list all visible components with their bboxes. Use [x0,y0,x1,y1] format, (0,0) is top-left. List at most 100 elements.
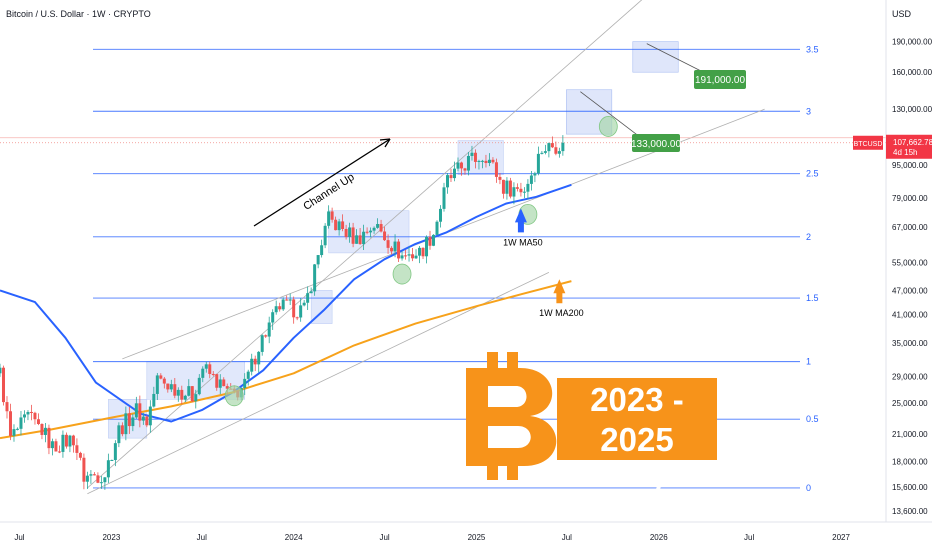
target-box [632,41,679,73]
candle-body [529,175,533,184]
candle-body [501,179,505,194]
time-tick-label: Jul [14,533,24,542]
candle-body [470,152,474,156]
candle-body [208,364,212,374]
candle-body [418,247,422,256]
candle-body [113,443,117,460]
candle-body [407,254,411,256]
price-tick-label: 160,000.00 [892,68,932,77]
candle-body [138,403,142,421]
time-tick-label: Jul [197,533,207,542]
price-tick-label: 29,000.00 [892,372,928,381]
candle-body [344,228,348,237]
price-tick-label: 15,600.00 [892,483,928,492]
candle-body [187,386,191,396]
candle-body [159,375,163,379]
price-tick-label: 95,000.00 [892,161,928,170]
touch-point [224,385,244,407]
candle-body [1,367,5,403]
candle-body [386,240,390,248]
candle-body [463,168,467,171]
target-connector-2 [646,43,704,73]
ma200-label: 1W MA200 [539,308,584,318]
channel-arrow-line [253,138,391,227]
candle-body [127,413,131,427]
fib-level-label: 3 [806,106,811,116]
price-tick-label: 41,000.00 [892,311,928,320]
candle-body [288,299,292,301]
candle-body [176,389,180,396]
candle-body [141,416,145,421]
price-tag-countdown: 4d 15h [893,148,917,157]
fib-level-label: 0.5 [806,414,819,424]
candle-body [274,306,278,313]
candle-body [477,160,481,162]
bitcoin-logo [466,352,557,480]
candle-body [222,379,226,387]
candle-body [47,427,51,449]
candle-body [0,367,2,374]
currency-label: USD [892,9,912,19]
candle-body [281,299,285,310]
candle-body [452,168,456,179]
fib-level-label: 1 [806,357,811,367]
candle-body [201,368,205,378]
candle-body [334,219,338,231]
candle-body [466,155,470,171]
series-line [0,280,572,440]
candle-body [498,176,502,180]
candle-body [148,406,152,426]
price-tick-label: 67,000.00 [892,223,928,232]
candle-body [197,377,201,395]
candle-body [358,235,362,245]
candle-body [260,335,264,352]
candle-body [313,264,317,292]
price-tick-label: 79,000.00 [892,194,928,203]
price-tick-label: 47,000.00 [892,286,928,295]
banner-line-1: 2023 - 2025 [590,381,684,458]
candle-body [330,211,334,220]
candle-body [316,255,320,265]
candle-body [425,236,429,257]
fib-level-label: 3.5 [806,44,819,54]
candle-body [180,389,184,400]
candle-body [68,435,72,447]
candle-body [550,143,554,148]
candle-body [103,477,107,483]
channel-line [87,272,550,495]
price-tag-value: 107,662.78 [893,138,932,147]
candle-body [71,435,75,446]
bitcoin-logo-glyph [466,368,557,466]
candle-body [379,224,383,232]
candle-body [348,227,352,237]
bitcoin-logo-tick [507,464,518,480]
candle-body [99,482,103,484]
candle-body [494,162,498,177]
price-tick-label: 130,000.00 [892,105,932,114]
candle-body [134,403,138,418]
candle-body [362,231,366,245]
candle-body [204,364,208,369]
candle-body [435,221,439,235]
fib-level-label: 1.5 [806,293,819,303]
candle-body [264,335,268,337]
target-connector-1 [580,91,641,138]
candle-body [299,305,303,318]
candle-body [302,302,306,306]
candle-body [82,457,86,482]
price-tick-label: 21,000.00 [892,430,928,439]
candle-body [306,293,310,303]
series-line [0,183,572,423]
price-tick-label: 55,000.00 [892,258,928,267]
candle-body [557,151,561,154]
candle-body [547,143,551,152]
candle-body [411,254,415,259]
candle-body [428,236,432,246]
candle-body [131,417,135,427]
candle-body [85,475,89,482]
ma200-arrow-icon [553,279,566,304]
candle-body [36,419,40,424]
candle-body [536,153,540,174]
candle-body [166,383,170,390]
